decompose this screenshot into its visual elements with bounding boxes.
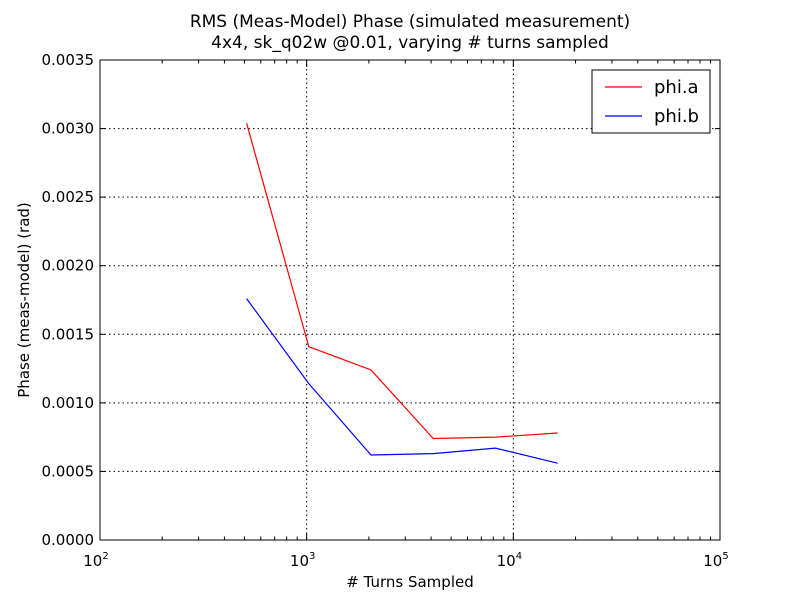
y-tick-label: 0.0010 <box>42 394 95 412</box>
legend-label: phi.b <box>654 106 699 127</box>
y-tick-label: 0.0025 <box>42 188 95 206</box>
chart-subtitle: 4x4, sk_q02w @0.01, varying # turns samp… <box>211 33 609 53</box>
y-tick-label: 0.0030 <box>42 120 95 138</box>
x-tick-label: 104 <box>497 551 522 570</box>
y-tick-label: 0.0000 <box>42 531 95 549</box>
x-tick-label: 102 <box>83 551 108 570</box>
x-tick-base: 10 <box>703 552 722 570</box>
x-tick-exponent: 4 <box>516 551 522 562</box>
y-tick-label: 0.0005 <box>42 462 95 480</box>
x-tick-label: 105 <box>703 551 728 570</box>
plot-area <box>100 60 720 540</box>
y-tick-label: 0.0020 <box>42 257 95 275</box>
y-axis-label: Phase (meas-model) (rad) <box>15 202 33 398</box>
x-axis-label: # Turns Sampled <box>346 573 474 591</box>
x-tick-exponent: 2 <box>102 551 108 562</box>
axis-ticks <box>99 59 721 541</box>
legend-label: phi.a <box>654 77 699 98</box>
x-tick-base: 10 <box>83 552 102 570</box>
x-tick-base: 10 <box>497 552 516 570</box>
plot-frame <box>99 59 721 541</box>
tick-labels: 0.0000 0.0005 0.0010 0.0015 0.0020 0.0025 0.00… <box>42 51 729 570</box>
series-line-phi-a <box>246 122 558 440</box>
legend: phi.a phi.b <box>591 69 711 134</box>
x-tick-base: 10 <box>290 552 309 570</box>
legend-box <box>591 69 711 134</box>
series-lines <box>246 122 558 464</box>
series-line-phi-b <box>246 298 558 464</box>
chart-title: RMS (Meas-Model) Phase (simulated measur… <box>190 12 630 32</box>
x-tick-label: 103 <box>290 551 315 570</box>
y-tick-label: 0.0015 <box>42 325 95 343</box>
x-tick-exponent: 3 <box>309 551 315 562</box>
x-tick-exponent: 5 <box>722 551 728 562</box>
y-tick-label: 0.0035 <box>42 51 95 69</box>
